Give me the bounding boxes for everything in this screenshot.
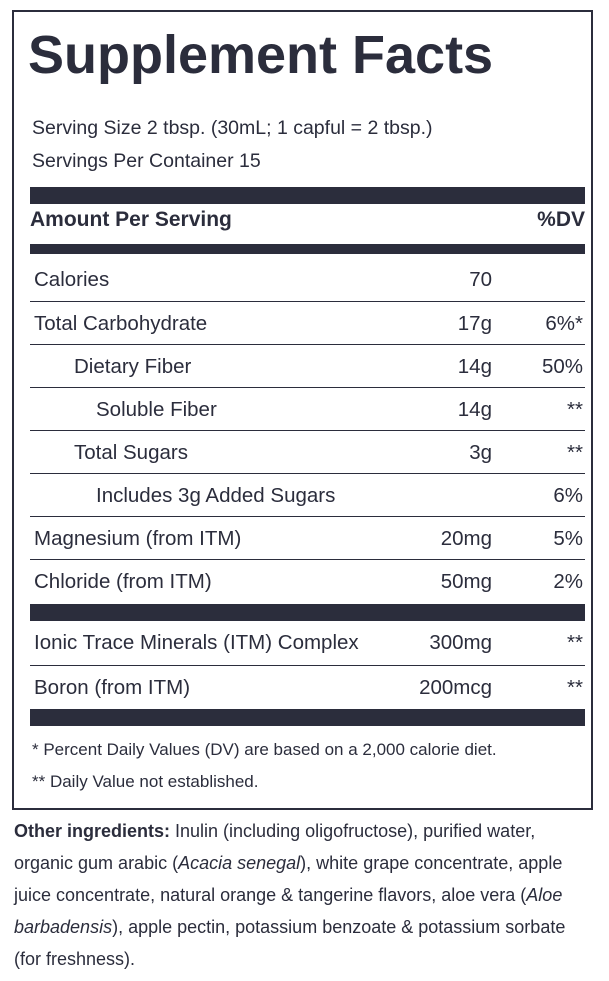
nutrient-amount: 17g	[457, 312, 492, 335]
nutrient-name: Boron (from ITM)	[34, 676, 191, 699]
nutrient-amount: 300mg	[429, 631, 492, 654]
footnotes: * Percent Daily Values (DV) are based on…	[32, 734, 497, 798]
nutrient-name: Ionic Trace Minerals (ITM) Complex	[34, 631, 359, 654]
nutrient-name: Magnesium (from ITM)	[34, 527, 242, 550]
footnote-not-established: ** Daily Value not established.	[32, 772, 259, 791]
thick-divider	[30, 709, 585, 726]
nutrient-amount: 14g	[457, 398, 492, 421]
table-row: Dietary Fiber 14g 50%	[30, 344, 585, 387]
nutrient-name: Calories	[34, 268, 110, 291]
nutrient-dv: 2%	[553, 570, 583, 593]
other-ingredients-text: ), apple pectin, potassium benzoate & po…	[14, 917, 566, 969]
nutrient-dv: **	[567, 441, 583, 464]
nutrient-dv: 6%	[553, 484, 583, 507]
dv-column-label: %DV	[537, 208, 585, 231]
servings-per-container: Servings Per Container 15	[32, 150, 261, 172]
nutrient-amount: 20mg	[440, 527, 492, 550]
nutrient-amount: 200mcg	[419, 676, 492, 699]
table-row: Calories 70	[30, 258, 585, 301]
panel-title: Supplement Facts	[28, 25, 494, 85]
other-ingredients-italic: Acacia senegal	[178, 853, 301, 873]
thick-divider	[30, 604, 585, 621]
other-ingredients-text: ), white grape concentrate, apple juice …	[14, 853, 563, 905]
medium-divider	[30, 244, 585, 254]
thick-divider	[30, 187, 585, 204]
table-row: Includes 3g Added Sugars 6%	[30, 473, 585, 516]
nutrient-name: Includes 3g Added Sugars	[96, 484, 336, 507]
serving-info: Serving Size 2 tbsp. (30mL; 1 capful = 2…	[32, 112, 433, 178]
table-row: Soluble Fiber 14g **	[30, 387, 585, 430]
amount-per-serving-label: Amount Per Serving	[30, 208, 232, 231]
table-row: Total Sugars 3g **	[30, 430, 585, 473]
table-row: Total Carbohydrate 17g 6%*	[30, 301, 585, 344]
nutrient-name: Total Sugars	[74, 441, 188, 464]
supplement-facts-panel: Supplement Facts Serving Size 2 tbsp. (3…	[12, 10, 593, 810]
table-header: Amount Per Serving %DV	[30, 198, 585, 242]
table-row: Ionic Trace Minerals (ITM) Complex 300mg…	[30, 621, 585, 664]
other-ingredients-text: Inulin (including oligofructose), purifi…	[14, 821, 536, 873]
nutrient-dv: **	[567, 631, 583, 654]
nutrient-dv: 50%	[541, 355, 583, 378]
table-row: Magnesium (from ITM) 20mg 5%	[30, 516, 585, 559]
other-ingredients: Other ingredients: Inulin (including oli…	[14, 815, 594, 975]
nutrient-amount: 70	[469, 268, 492, 291]
nutrient-name: Soluble Fiber	[96, 398, 217, 421]
footnote-dv: * Percent Daily Values (DV) are based on…	[32, 740, 497, 759]
nutrient-amount: 14g	[457, 355, 492, 378]
nutrient-name: Chloride (from ITM)	[34, 570, 212, 593]
table-row: Boron (from ITM) 200mcg **	[30, 665, 585, 708]
nutrient-name: Dietary Fiber	[74, 355, 192, 378]
table-row: Chloride (from ITM) 50mg 2%	[30, 559, 585, 602]
nutrient-amount: 50mg	[440, 570, 492, 593]
nutrient-amount: 3g	[469, 441, 492, 464]
serving-size: Serving Size 2 tbsp. (30mL; 1 capful = 2…	[32, 117, 433, 139]
other-ingredients-label: Other ingredients:	[14, 821, 171, 841]
nutrient-dv: 5%	[553, 527, 583, 550]
nutrient-dv: **	[567, 676, 583, 699]
nutrient-name: Total Carbohydrate	[34, 312, 208, 335]
nutrient-dv: 6%*	[545, 312, 583, 335]
other-ingredients-italic: Aloe barbadensis	[14, 885, 563, 937]
nutrient-dv: **	[567, 398, 583, 421]
